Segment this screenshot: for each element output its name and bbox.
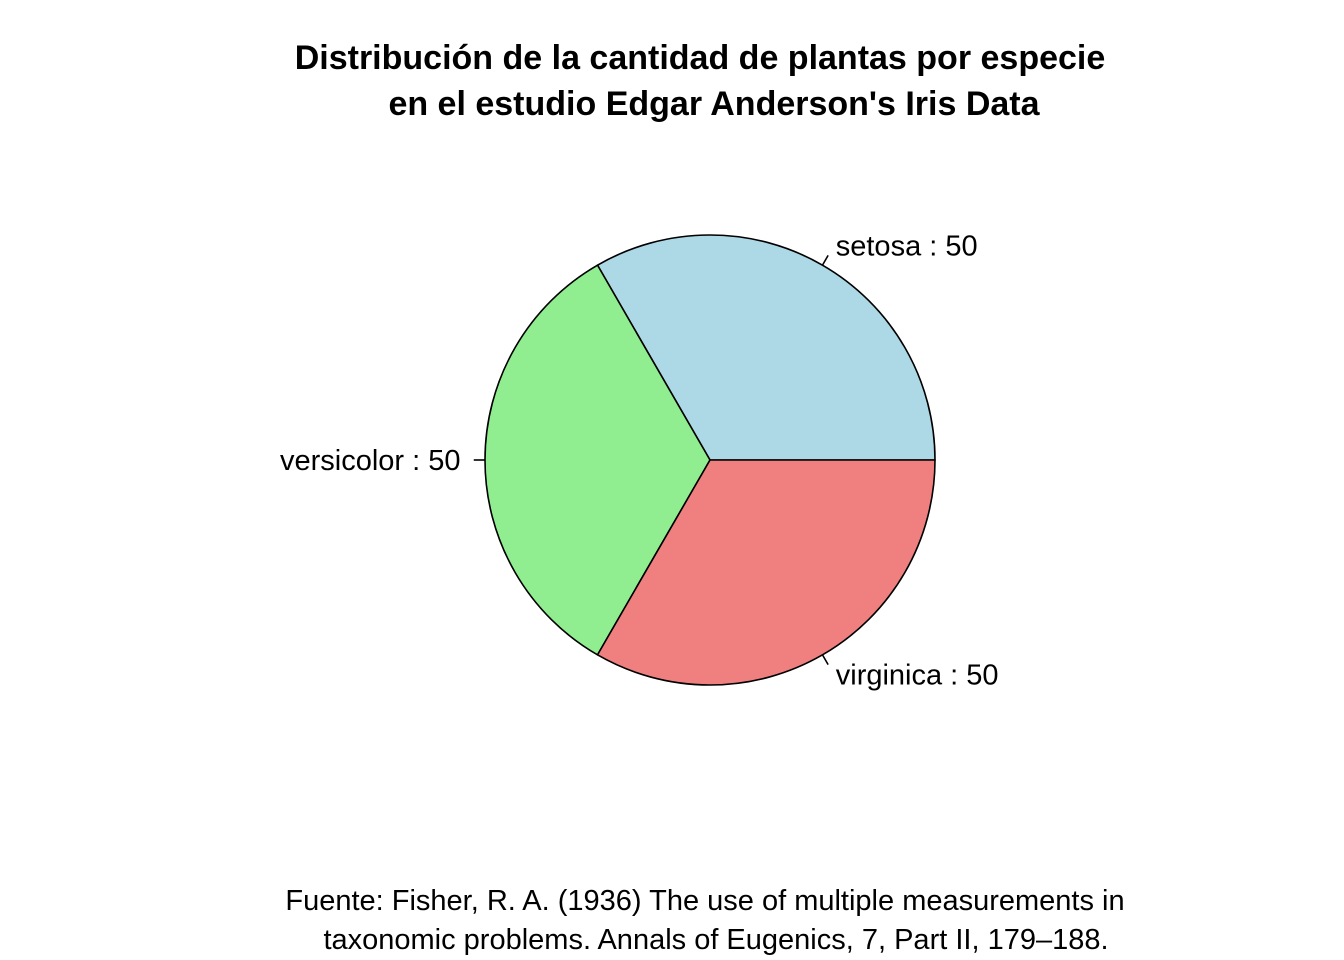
chart-title: Distribución de la cantidad de plantas p… [295, 39, 1106, 123]
pie-labels: setosa : 50 versicolor : 50 virginica : 50 [280, 231, 999, 692]
pie-label-tick-virginica [821, 654, 829, 666]
pie-label-tick-setosa [821, 254, 829, 266]
chart-caption: Fuente: Fisher, R. A. (1936) The use of … [285, 885, 1124, 956]
chart-title-line-1: Distribución de la cantidad de plantas p… [295, 39, 1106, 77]
caption-line-2: taxonomic problems. Annals of Eugenics, … [323, 924, 1108, 956]
pie-label-virginica: virginica : 50 [836, 659, 999, 691]
chart-title-line-2: en el estudio Edgar Anderson's Iris Data [388, 85, 1040, 123]
pie-label-versicolor: versicolor : 50 [280, 445, 461, 477]
pie-slices [484, 234, 936, 686]
pie-slice-setosa [596, 234, 936, 461]
pie-label-setosa: setosa : 50 [836, 231, 978, 263]
caption-line-1: Fuente: Fisher, R. A. (1936) The use of … [285, 885, 1124, 917]
